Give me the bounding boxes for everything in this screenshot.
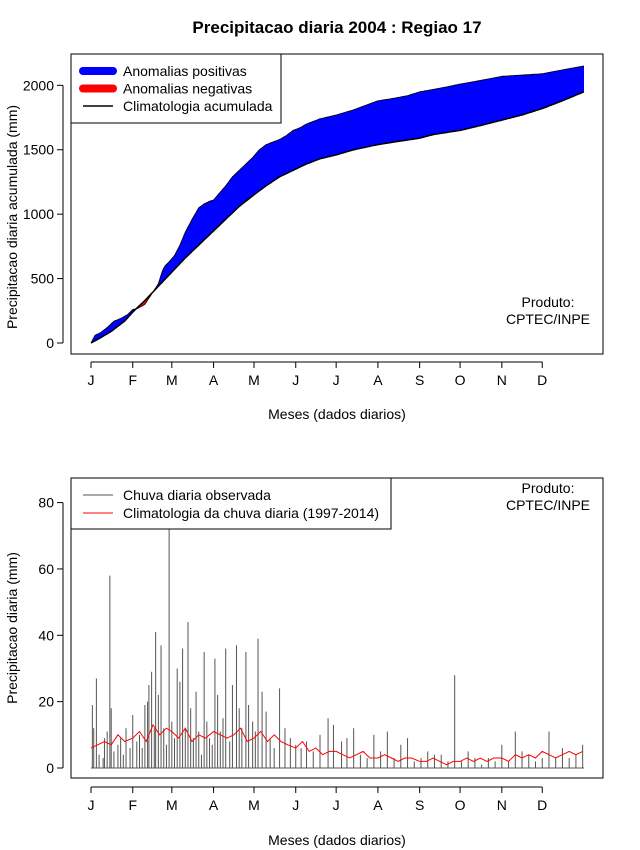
bottom-x-tick-label: A [373,797,383,813]
top-x-tick-label: O [455,372,466,388]
bottom-legend-box [70,477,392,530]
observed-accumulated-line [90,65,585,344]
positive-anomaly-area [91,66,584,343]
top-x-tick-label: M [166,372,178,388]
top-y-tick-label: 1500 [23,142,54,158]
bottom-note-line1: Produto: [522,480,575,496]
top-y-tick-label: 1000 [23,206,54,222]
bottom-x-tick-label: N [497,797,507,813]
top-legend-label: Anomalias negativas [123,81,252,97]
top-plot-frame [70,53,604,355]
top-note-line2: CPTEC/INPE [506,311,590,327]
bottom-y-tick-label: 40 [38,627,54,643]
top-note-line1: Produto: [522,294,575,310]
bottom-x-tick-label: J [88,797,95,813]
top-legend-label: Anomalias positivas [123,63,247,79]
top-y-tick-label: 500 [31,271,55,287]
bottom-legend-label: Chuva diaria observada [123,487,271,503]
top-legend-label: Climatologia acumulada [123,98,273,114]
bottom-x-tick-label: M [166,797,178,813]
bottom-y-tick-label: 20 [38,694,54,710]
bottom-legend-label: Climatologia da chuva diaria (1997-2014) [123,505,379,521]
top-x-tick-label: M [248,372,260,388]
daily-climatology-line [90,723,583,766]
top-x-tick-label: N [497,372,507,388]
top-x-axis-label: Meses (dados diarios) [268,406,406,422]
climatology-accumulated-line [90,91,585,344]
top-y-axis-label: Precipitacao diaria acumulada (mm) [4,105,20,329]
top-x-tick-label: A [209,372,219,388]
bottom-x-axis-label: Meses (dados diarios) [268,832,406,848]
top-x-tick-label: S [415,372,424,388]
bottom-x-tick-label: D [537,797,547,813]
bottom-chart-marks: J F M A M J J A S O N D 0 20 40 60 80 Chuva diaria observ… [38,477,584,813]
top-chart-marks: J F M A M J J A S O N D 0 500 1000 1500 2000 Anomalias po… [23,53,585,388]
top-x-tick-label: A [373,372,383,388]
chart-title: Precipitacao diaria 2004 : Regiao 17 [192,18,481,37]
bottom-x-tick-label: F [128,797,137,813]
bottom-y-axis-label: Precipitacao diaria (mm) [4,552,20,704]
bottom-x-tick-label: J [292,797,299,813]
top-x-tick-label: J [333,372,340,388]
top-x-tick-label: J [88,372,95,388]
bottom-y-tick-label: 80 [38,495,54,511]
bottom-x-tick-label: O [455,797,466,813]
top-y-tick-label: 2000 [23,77,54,93]
top-y-tick-label: 0 [46,335,54,351]
bottom-x-tick-label: A [209,797,219,813]
bottom-y-tick-label: 60 [38,561,54,577]
bottom-note-line2: CPTEC/INPE [506,497,590,513]
bottom-x-tick-label: S [415,797,424,813]
bottom-x-tick-label: M [248,797,260,813]
bottom-y-tick-label: 0 [46,760,54,776]
top-x-tick-label: J [292,372,299,388]
top-x-tick-label: F [128,372,137,388]
bottom-x-tick-label: J [333,797,340,813]
top-x-tick-label: D [537,372,547,388]
